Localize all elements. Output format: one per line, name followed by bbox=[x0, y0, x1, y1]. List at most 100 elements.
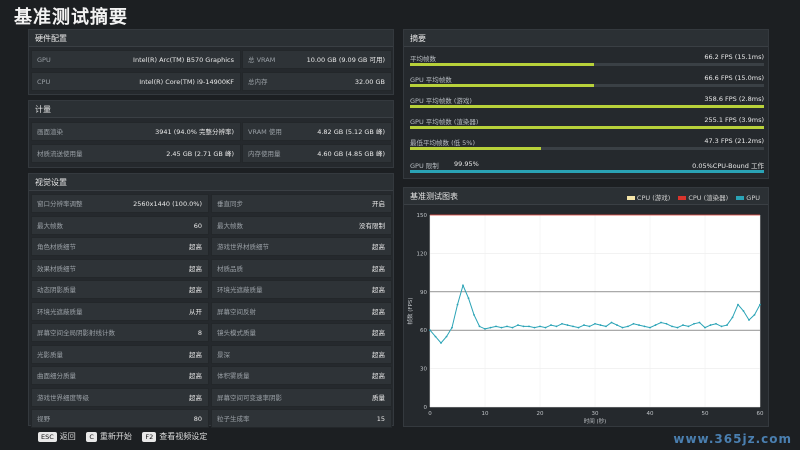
video-setting-label: 效果材质细节 bbox=[37, 264, 76, 273]
gpu-data-point bbox=[528, 325, 530, 328]
metrics-panel: 计量 画面渲染 3941 (94.0% 完整分辨率) VRAM 使用 4.82 … bbox=[28, 100, 394, 168]
hardware-vram-cell: 总 VRAM 10.00 GB (9.09 GB 可用) bbox=[242, 50, 392, 69]
gpu-data-point bbox=[467, 297, 470, 300]
c-key: C bbox=[86, 431, 97, 442]
legend-cpu-render-swatch bbox=[678, 196, 687, 200]
gpu-data-point bbox=[715, 322, 717, 325]
summary-label: GPU 平均帧数 (渲染器) bbox=[410, 118, 479, 126]
gpu-data-point bbox=[577, 326, 580, 329]
legend-gpu-swatch bbox=[736, 196, 745, 200]
gpu-data-point bbox=[495, 325, 497, 328]
summary-value: 66.2 FPS (15.1ms) bbox=[704, 53, 764, 61]
metrics-texture-label: 材质流送使用量 bbox=[37, 150, 83, 158]
gpu-bound-left: 99.95% bbox=[454, 160, 479, 168]
metrics-vram-cell: VRAM 使用 4.82 GB (5.12 GB 峰) bbox=[242, 122, 392, 141]
hardware-mem-label: 总内存 bbox=[248, 78, 268, 86]
gpu-data-point bbox=[649, 326, 651, 329]
metrics-mem-cell: 内存使用量 4.60 GB (4.85 GB 峰) bbox=[242, 144, 392, 163]
summary-row: 最低平均帧数 (低 5%) 47.3 FPS (21.2ms) bbox=[410, 135, 764, 157]
esc-label: 返回 bbox=[59, 432, 76, 441]
video-setting-label: 垂直同步 bbox=[217, 200, 243, 208]
video-setting-value: 60 bbox=[193, 221, 202, 230]
video-setting-right: 垂直同步 开启 bbox=[211, 194, 392, 213]
video-setting-label: 体积雾质量 bbox=[217, 372, 250, 380]
video-setting-label: 光影质量 bbox=[37, 350, 63, 359]
legend-cpu-game-swatch bbox=[626, 196, 635, 200]
legend-cpu-render: CPU (渲染器) bbox=[678, 192, 728, 202]
gpu-bound-right: 0.05%CPU-Bound 工作 bbox=[692, 162, 764, 170]
gpu-data-point bbox=[434, 335, 437, 338]
y-axis-title: 帧数 (FPS) bbox=[406, 297, 414, 324]
esc-back-button[interactable]: ESC 返回 bbox=[38, 431, 76, 442]
video-setting-left: 曲面细分质量 超高 bbox=[31, 366, 209, 385]
video-setting-right: 景深 超高 bbox=[211, 344, 392, 364]
gpu-data-point bbox=[429, 329, 431, 332]
hardware-mem-value: 32.00 GB bbox=[354, 78, 385, 86]
summary-bar-fill bbox=[410, 84, 595, 87]
video-setting-value: 8 bbox=[197, 329, 202, 337]
summary-value: 255.1 FPS (3.9ms) bbox=[704, 116, 764, 124]
y-tick-label: 0 bbox=[424, 405, 428, 411]
hardware-gpu-label: GPU bbox=[37, 56, 51, 64]
x-tick-label: 30 bbox=[592, 411, 599, 417]
gpu-data-point bbox=[561, 322, 563, 325]
gpu-data-point bbox=[621, 326, 624, 329]
hardware-mem-cell: 总内存 32.00 GB bbox=[242, 72, 392, 91]
summary-row: 平均帧数 66.2 FPS (15.1ms) bbox=[410, 51, 764, 73]
y-tick-label: 60 bbox=[420, 328, 427, 334]
video-setting-label: 环境光遮蔽质量 bbox=[217, 286, 263, 294]
gpu-data-point bbox=[660, 321, 662, 324]
gpu-data-point bbox=[511, 326, 514, 329]
video-setting-label: 游戏世界细度等级 bbox=[37, 393, 89, 402]
metrics-mem-value: 4.60 GB (4.85 GB 峰) bbox=[317, 150, 385, 158]
video-setting-label: 屏幕空间反射 bbox=[217, 307, 256, 316]
video-setting-right: 体积雾质量 超高 bbox=[211, 366, 392, 385]
summary-bar-fill bbox=[410, 147, 541, 150]
video-setting-value: 超高 bbox=[372, 372, 385, 380]
legend-cpu-game-label: CPU (游戏) bbox=[636, 194, 671, 202]
gpu-data-point bbox=[456, 303, 459, 306]
video-setting-left: 动态阴影质量 超高 bbox=[31, 280, 209, 299]
gpu-data-point bbox=[500, 326, 503, 329]
gpu-data-point bbox=[682, 324, 684, 326]
gpu-data-point bbox=[726, 324, 728, 326]
video-setting-label: 视野 bbox=[37, 415, 50, 423]
gpu-data-point bbox=[583, 324, 585, 326]
video-setting-value: 质量 bbox=[372, 393, 385, 402]
video-setting-label: 角色材质细节 bbox=[37, 243, 76, 251]
bottom-bar: ESC 返回 C 重新开始 F2 查看视频设定 bbox=[38, 431, 215, 444]
y-tick-label: 90 bbox=[420, 290, 427, 296]
gpu-data-point bbox=[676, 326, 679, 329]
video-setting-label: 材质品质 bbox=[217, 264, 243, 273]
video-setting-label: 镜头模式质量 bbox=[217, 329, 256, 337]
gpu-data-point bbox=[698, 321, 701, 324]
gpu-data-point bbox=[539, 325, 541, 328]
summary-panel: 摘要 平均帧数 66.2 FPS (15.1ms) GPU 平均帧数 66.6 FPS… bbox=[403, 29, 769, 179]
metrics-render-value: 3941 (94.0% 完整分辨率) bbox=[155, 128, 234, 136]
gpu-data-point bbox=[605, 325, 607, 328]
video-setting-label: 曲面细分质量 bbox=[37, 372, 76, 380]
video-setting-right: 游戏世界材质细节 超高 bbox=[211, 237, 392, 256]
summary-header: 摘要 bbox=[404, 30, 768, 47]
hardware-cpu-cell: CPU Intel(R) Core(TM) i9-14900KF bbox=[31, 72, 241, 91]
gpu-data-point bbox=[731, 316, 734, 319]
restart-button[interactable]: C 重新开始 bbox=[86, 431, 132, 442]
video-setting-value: 超高 bbox=[372, 264, 385, 273]
gpu-data-point bbox=[484, 328, 486, 330]
video-setting-value: 从开 bbox=[189, 307, 202, 316]
view-video-settings-button[interactable]: F2 查看视频设定 bbox=[142, 431, 207, 442]
video-setting-left: 环境光遮蔽质量 从开 bbox=[31, 301, 209, 321]
summary-row: GPU 平均帧数 (游戏) 358.6 FPS (2.8ms) bbox=[410, 93, 764, 115]
hardware-gpu-value: Intel(R) Arc(TM) B570 Graphics bbox=[133, 56, 234, 64]
gpu-data-point bbox=[671, 325, 673, 328]
video-setting-right: 屏幕空间反射 超高 bbox=[211, 301, 392, 321]
gpu-data-point bbox=[572, 325, 574, 328]
metrics-vram-label: VRAM 使用 bbox=[248, 128, 282, 136]
video-setting-right: 镜头模式质量 超高 bbox=[211, 323, 392, 342]
video-setting-right: 粒子生成率 15 bbox=[211, 409, 392, 428]
summary-bar-track bbox=[410, 105, 764, 108]
chart-header: 基准测试图表 bbox=[404, 188, 768, 205]
video-setting-label: 环境光遮蔽质量 bbox=[37, 307, 83, 316]
gpu-data-point bbox=[654, 324, 657, 326]
hardware-header: 硬件配置 bbox=[29, 30, 393, 47]
